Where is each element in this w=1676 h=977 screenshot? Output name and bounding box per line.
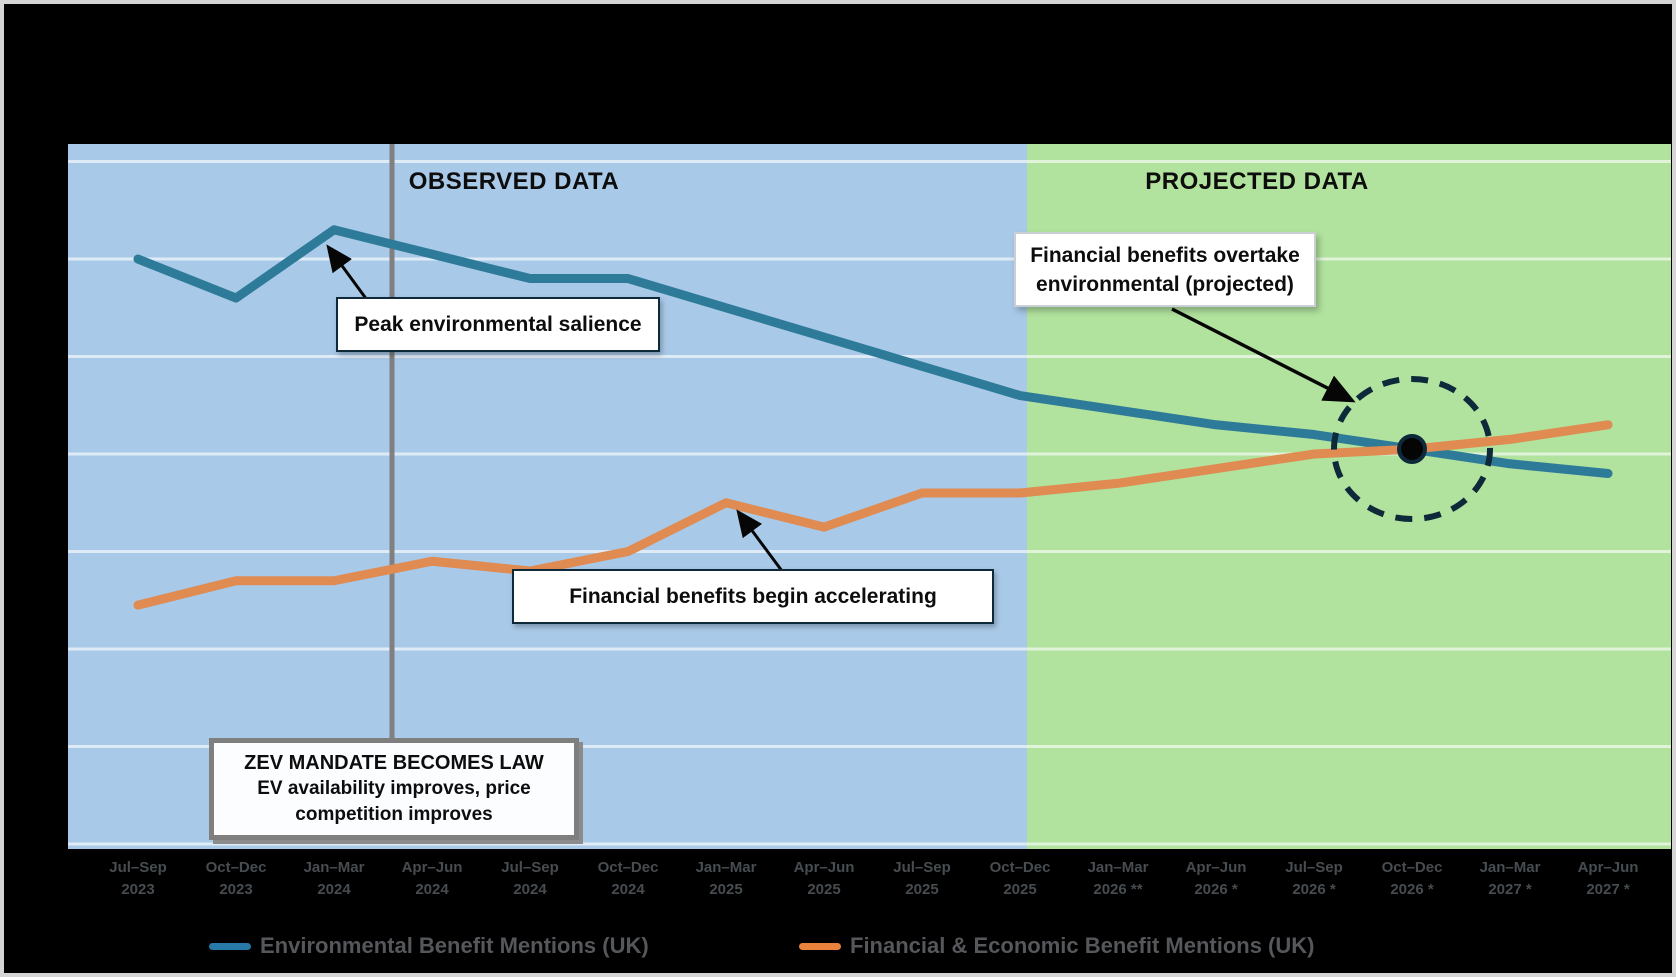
projected-data-label: PROJECTED DATA — [1145, 168, 1369, 195]
peak-salience-text: Peak environmental salience — [354, 312, 642, 336]
x-axis-label: Jan–Mar 2024 — [303, 859, 365, 898]
x-axis-label: Jul–Sep 2023 — [109, 859, 167, 898]
environmental-series-line — [133, 225, 1613, 479]
x-axis-label: Apr–Jun 2025 — [793, 859, 855, 898]
x-axis-label: Oct–Dec 2023 — [205, 859, 267, 898]
line-chart: OBSERVED DATA PROJECTED DATA Peak enviro… — [68, 144, 1671, 849]
x-axis-label: Jul–Sep 2024 — [501, 859, 559, 898]
x-axis-label: Oct–Dec 2025 — [989, 859, 1051, 898]
title-band — [4, 4, 1672, 144]
crossover-point-marker — [1397, 434, 1427, 464]
zev-mandate-callout: ZEV MANDATE BECOMES LAW EV availability … — [209, 738, 579, 840]
environmental-legend-label: Environmental Benefit Mentions (UK) — [260, 933, 649, 958]
legend-item-financial: Financial & Economic Benefit Mentions (U… — [799, 929, 1314, 963]
observed-data-label: OBSERVED DATA — [408, 168, 620, 195]
observed-region-background — [68, 144, 1027, 849]
overtake-annotation-arrow — [1171, 307, 1356, 403]
peak-annotation-arrow — [326, 244, 372, 305]
financial-series-line — [133, 420, 1613, 610]
legend-item-environmental: Environmental Benefit Mentions (UK) — [209, 929, 649, 963]
x-axis-label: Apr–Jun 2024 — [401, 859, 463, 898]
financial-accelerating-text: Financial benefits begin accelerating — [569, 584, 937, 608]
overtake-text-line2: environmental (projected) — [1036, 272, 1294, 296]
financial-legend-label: Financial & Economic Benefit Mentions (U… — [850, 933, 1315, 958]
overtake-text-line1: Financial benefits overtake — [1030, 243, 1300, 267]
series-lines — [133, 225, 1613, 610]
financial-series-swatch — [799, 942, 841, 950]
x-axis-labels: Jul–Sep 2023 Oct–Dec 2023 Jan–Mar 2024 Apr–Jun… — [68, 857, 1671, 903]
gridlines — [68, 160, 1671, 846]
accelerate-annotation-arrow — [736, 509, 784, 572]
environmental-series-swatch — [209, 942, 251, 950]
x-axis-label: Jan–Mar 2025 — [695, 859, 757, 898]
zev-text-line3: competition improves — [295, 804, 493, 825]
x-axis-label: Oct–Dec 2026 * — [1381, 859, 1443, 898]
x-axis-label: Apr–Jun 2026 * — [1185, 859, 1247, 898]
zev-text-line2: EV availability improves, price — [257, 778, 531, 799]
crossover-highlight-circle — [1331, 376, 1493, 522]
x-axis-label: Jan–Mar 2026 ** — [1087, 859, 1149, 898]
x-axis-label: Jul–Sep 2025 — [893, 859, 951, 898]
zev-text-line1: ZEV MANDATE BECOMES LAW — [244, 752, 544, 774]
x-axis-label: Apr–Jun 2027 * — [1577, 859, 1639, 898]
x-axis-label: Jul–Sep 2026 * — [1285, 859, 1343, 898]
financial-accelerating-callout: Financial benefits begin accelerating — [512, 569, 994, 624]
x-axis-label: Jan–Mar 2027 * — [1479, 859, 1541, 898]
x-axis-label: Oct–Dec 2024 — [597, 859, 659, 898]
overtake-callout: Financial benefits overtake environmenta… — [1014, 232, 1316, 307]
peak-salience-callout: Peak environmental salience — [336, 297, 660, 352]
